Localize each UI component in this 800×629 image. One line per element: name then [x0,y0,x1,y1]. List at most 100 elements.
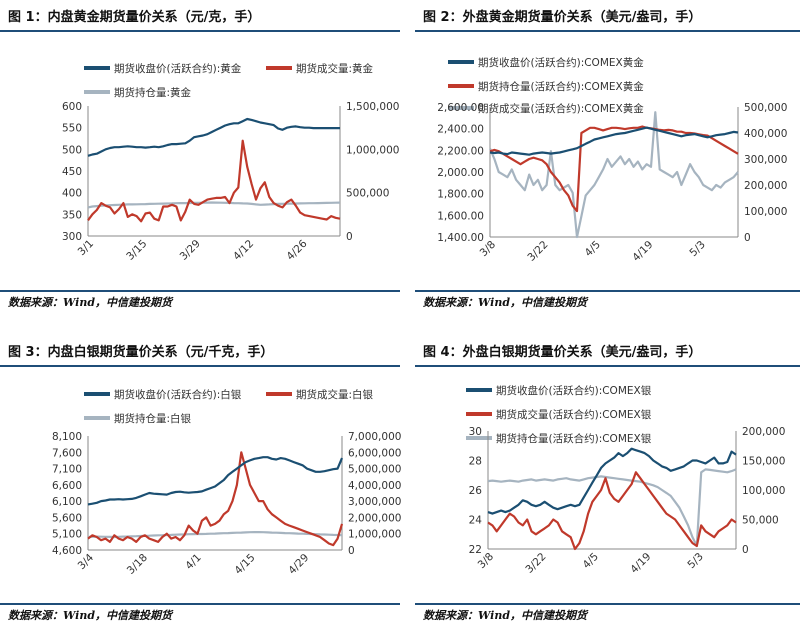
legend-label: 期货收盘价(活跃合约):COMEX银 [496,384,652,397]
x-tick-label: 4/19 [630,239,655,264]
y-left-tick-label: 400 [62,188,82,200]
data-source: 数据来源：Wind，中信建投期货 [8,296,173,309]
legend-item: 期货收盘价(活跃合约):黄金 [84,62,242,75]
legend-label: 期货持仓量:白银 [114,412,192,425]
series-line [488,111,739,239]
legend-item: 期货成交量(活跃合约):COMEX银 [466,408,652,421]
y-left-tick-label: 2,400.00 [437,124,484,136]
panel-title: 图 2：外盘黄金期货量价关系（美元/盎司，手） [423,10,702,25]
y-right-tick-label: 1,000,000 [348,529,401,541]
x-tick-label: 4/29 [286,552,311,577]
y-right-tick-label: 50,000 [742,515,779,527]
y-right-tick-label: 200,000 [742,426,785,438]
y-right-tick-label: 0 [346,231,353,243]
legend-item: 期货收盘价(活跃合约):COMEX黄金 [448,56,644,69]
y-right-tick-label: 5,000,000 [348,464,401,476]
y-left-tick-label: 450 [62,166,82,178]
x-tick-label: 4/12 [231,238,256,263]
series-line [487,471,737,551]
series-line [87,117,340,157]
panel-outer-gold: 图 2：外盘黄金期货量价关系（美元/盎司，手） 数据来源：Wind，中信建投期货 [415,0,800,314]
data-source: 数据来源：Wind，中信建投期货 [423,609,588,622]
y-right-tick-label: 0 [348,545,355,557]
y-left-tick-label: 2,200.00 [437,145,484,157]
title-divider [0,30,400,32]
x-tick-label: 5/3 [687,239,707,259]
y-right-tick-label: 200,000 [744,180,787,192]
y-left-tick-label: 6,600 [52,480,82,492]
y-right-tick-label: 100,000 [742,485,785,497]
y-right-tick-label: 7,000,000 [348,431,401,443]
panel-title: 图 1：内盘黄金期货量价关系（元/克，手） [8,10,261,25]
x-tick-label: 3/18 [125,552,150,577]
series-line [87,201,341,209]
legend-label: 期货成交量(活跃合约):COMEX黄金 [478,102,644,115]
title-divider [0,365,400,367]
y-left-tick-label: 1,400.00 [437,232,484,244]
x-tick-label: 3/29 [178,238,203,263]
x-tick-label: 4/5 [581,551,601,571]
x-tick-label: 4/15 [232,552,257,577]
source-divider [0,603,400,605]
y-left-tick-label: 7,100 [52,464,82,476]
legend-item: 期货持仓量(活跃合约):COMEX银 [466,432,652,445]
source-divider [415,290,800,292]
y-right-tick-label: 3,000,000 [348,496,401,508]
y-left-tick-label: 7,600 [52,447,82,459]
series-line [87,456,344,506]
legend-item: 期货成交量:黄金 [266,62,374,75]
y-left-tick-label: 24 [469,515,483,527]
legend-item: 期货成交量(活跃合约):COMEX黄金 [448,102,644,115]
x-tick-label: 4/1 [183,552,203,572]
y-right-tick-label: 500,000 [744,102,787,114]
legend-label: 期货持仓量(活跃合约):COMEX银 [496,432,652,445]
legend-item: 期货成交量:白银 [266,388,374,401]
x-tick-label: 3/15 [124,238,149,263]
y-left-tick-label: 30 [469,426,482,438]
series-line [87,451,344,547]
legend-item: 期货收盘价(活跃合约):COMEX银 [466,384,652,397]
y-left-tick-label: 5,600 [52,512,82,524]
panel-title: 图 3：内盘白银期货量价关系（元/千克，手） [8,345,274,360]
data-source: 数据来源：Wind，中信建投期货 [423,296,588,309]
panel-inner-silver: 图 3：内盘白银期货量价关系（元/千克，手） 数据来源：Wind，中信建投期货 [0,315,400,629]
y-left-tick-label: 8,100 [52,431,82,443]
y-right-tick-label: 1,500,000 [346,101,399,113]
chart-2: 期货收盘价(活跃合约):COMEX黄金期货持仓量(活跃合约):COMEX黄金期货… [437,56,787,264]
y-left-tick-label: 350 [62,209,82,221]
legend-label: 期货收盘价(活跃合约):黄金 [114,62,242,75]
y-left-tick-label: 550 [62,123,82,135]
y-right-tick-label: 4,000,000 [348,480,401,492]
y-left-tick-label: 4,600 [52,545,82,557]
data-source: 数据来源：Wind，中信建投期货 [8,609,173,622]
series-line [489,125,739,213]
panel-title: 图 4：外盘白银期货量价关系（美元/盎司，手） [423,345,702,360]
y-left-tick-label: 28 [469,456,482,468]
x-tick-label: 3/22 [525,239,550,264]
x-tick-label: 3/22 [523,551,548,576]
y-right-tick-label: 150,000 [742,456,785,468]
y-left-tick-label: 1,600.00 [437,210,484,222]
y-left-tick-label: 1,800.00 [437,189,484,201]
panel-inner-gold: 图 1：内盘黄金期货量价关系（元/克，手） 数据来源：Wind，中信建投期货 [0,0,400,314]
x-tick-label: 4/26 [284,237,309,262]
y-right-tick-label: 2,000,000 [348,512,401,524]
y-right-tick-label: 6,000,000 [348,447,401,459]
x-tick-label: 4/5 [583,239,603,259]
legend-label: 期货成交量:白银 [296,388,374,401]
legend-label: 期货持仓量:黄金 [114,86,192,99]
series-line [87,139,341,223]
series-line [87,530,343,539]
y-right-tick-label: 400,000 [744,128,787,140]
x-tick-label: 4/19 [628,551,653,576]
y-right-tick-label: 500,000 [346,188,389,200]
legend-label: 期货成交量(活跃合约):COMEX银 [496,408,652,421]
y-right-tick-label: 0 [744,232,751,244]
y-right-tick-label: 100,000 [744,206,787,218]
legend-label: 期货成交量:黄金 [296,62,374,75]
legend-label: 期货收盘价(活跃合约):COMEX黄金 [478,56,644,69]
title-divider [415,365,800,367]
